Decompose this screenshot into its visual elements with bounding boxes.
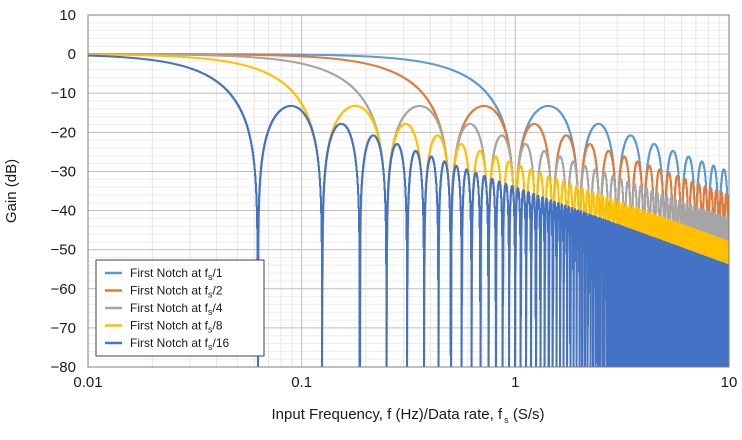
legend-label-2: First Notch at fs/2 [130,284,223,300]
y-tick-label: −50 [51,242,76,259]
y-tick-label: −80 [51,359,76,376]
y-tick-label: 10 [59,7,76,24]
legend-label-5: First Notch at fs/16 [130,336,230,352]
legend-label-4: First Notch at fs/8 [130,319,223,335]
series-layer [88,53,729,367]
x-tick-label: 0.01 [73,374,102,391]
x-axis-title-subscript: s [504,415,509,425]
series-line-4 [88,53,729,367]
legend-label-1: First Notch at fs/1 [130,266,223,282]
plot-frame [87,14,730,368]
y-tick-label: −70 [51,320,76,337]
y-tick-label: 0 [68,46,76,63]
series-line-3 [88,53,729,367]
x-tick-label: 0.1 [291,374,312,391]
y-tick-label: −20 [51,124,76,141]
y-axis-title: Gain (dB) [3,159,20,223]
x-tick-label: 10 [721,374,738,391]
y-tick-label: −60 [51,281,76,298]
legend-box [95,259,265,357]
y-tick-label: −30 [51,163,76,180]
y-tick-label: −10 [51,85,76,102]
tick-labels: 0.01 0.1 1 10 10 0 −10 −20 −30 −40 −50 −60 −70 −80 [51,7,738,391]
x-axis-title-unit: (S/s) [509,406,545,423]
series-line-5 [88,54,729,367]
y-tick-label: −40 [51,203,76,220]
x-axis-title-main: Input Frequency, f (Hz)/Data rate, f [272,406,503,423]
legend-label-3: First Notch at fs/4 [130,301,223,317]
x-tick-label: 1 [511,374,519,391]
